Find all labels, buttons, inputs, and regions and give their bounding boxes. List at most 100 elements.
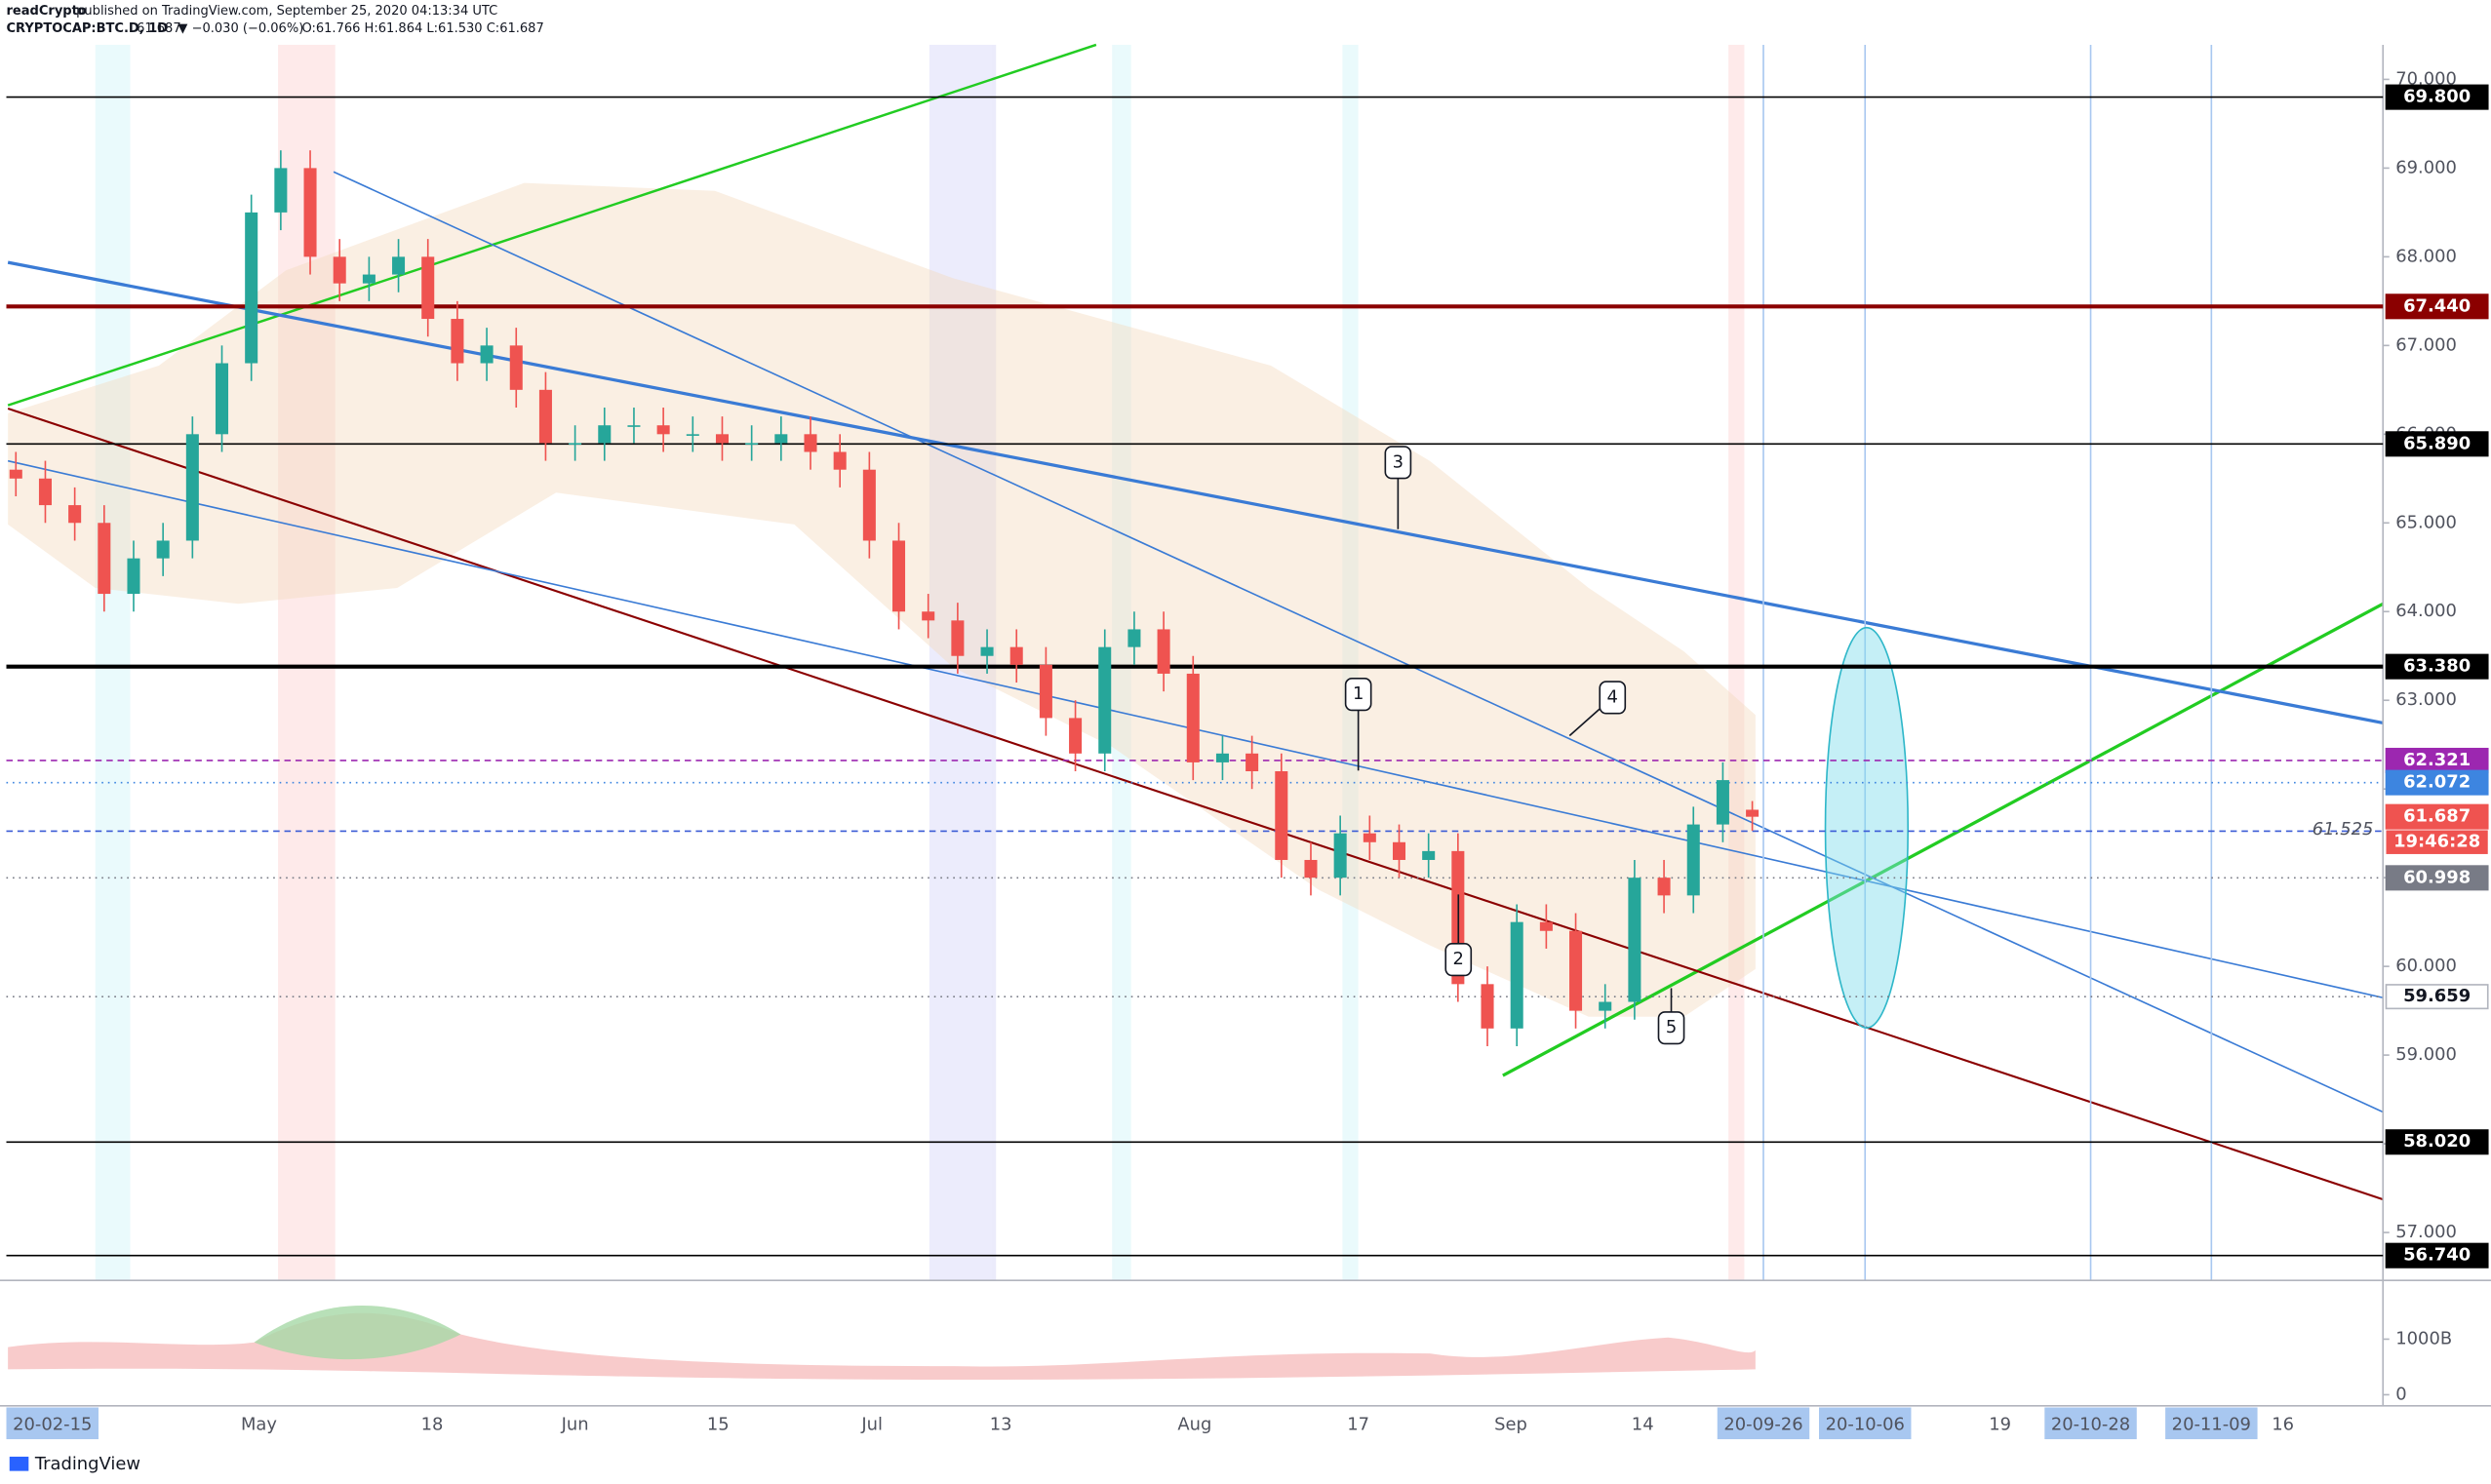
candle-body — [1215, 753, 1229, 762]
y-tick-label: 59.000 — [2395, 1044, 2457, 1065]
x-tick-label: 17 — [1347, 1414, 1369, 1434]
trendlines — [7, 43, 2385, 1281]
x-tick-label: 19 — [1989, 1414, 2011, 1434]
candle-body — [362, 274, 376, 284]
level-box — [2385, 1242, 2489, 1269]
countdown-box — [2386, 830, 2488, 854]
x-label-box — [1717, 1407, 1810, 1440]
candle-body — [538, 389, 552, 444]
candle-body — [745, 443, 759, 446]
y-tick-label: 60.000 — [2395, 956, 2457, 976]
candle-body — [1098, 646, 1112, 754]
x-label-box — [2044, 1407, 2137, 1440]
candle-body — [862, 469, 876, 541]
candle-body — [1539, 921, 1553, 931]
candle-body — [421, 256, 435, 320]
level-box — [2385, 653, 2489, 680]
x-tick-label: Aug — [1177, 1414, 1211, 1434]
trendline — [333, 171, 2384, 1113]
y-tick-label: 65.000 — [2395, 512, 2457, 532]
volume-tick-label: 1000B — [2395, 1328, 2452, 1348]
y-tick-label: 57.000 — [2395, 1222, 2457, 1242]
band — [95, 44, 131, 1281]
level-label: 62.072 — [2403, 772, 2471, 793]
callout-box — [1599, 681, 1627, 715]
candle-body — [922, 611, 935, 621]
x-tick-label: 20-10-28 — [2051, 1414, 2130, 1434]
candle-body — [1686, 824, 1700, 896]
candle-body — [98, 523, 111, 595]
y-tick-label: 67.000 — [2395, 334, 2457, 355]
callout-box — [1657, 1011, 1685, 1045]
candle-body — [1246, 753, 1259, 771]
candle-body — [1657, 878, 1671, 896]
band — [929, 44, 997, 1281]
candle-body — [1304, 859, 1318, 879]
candle-body — [127, 558, 140, 595]
y-tick-label: 68.000 — [2395, 246, 2457, 266]
symbol: CRYPTOCAP:BTC.D, 1D — [7, 21, 169, 36]
footer-brand: TradingView — [34, 1454, 140, 1474]
volume-tick-label: 0 — [2395, 1384, 2406, 1404]
candle-body — [451, 319, 464, 364]
candle-body — [303, 168, 317, 257]
candle-body — [951, 620, 965, 656]
x-tick-label: 18 — [421, 1414, 444, 1434]
target-ellipse — [1824, 626, 1910, 1030]
last-price: 61.687 — [137, 21, 181, 36]
candle-body — [509, 345, 523, 390]
candle-body — [715, 434, 729, 444]
level-label: 65.890 — [2403, 433, 2471, 453]
x-tick-label: 13 — [990, 1414, 1012, 1434]
candle-body — [804, 434, 817, 452]
brand-icon — [9, 1456, 29, 1471]
candle-body — [156, 540, 170, 559]
candle-body — [833, 451, 847, 470]
candle-body — [185, 434, 199, 541]
level-box — [2385, 84, 2489, 110]
callout-label: 3 — [1393, 451, 1404, 472]
level-label: 63.380 — [2403, 656, 2471, 677]
candle-body — [686, 434, 699, 436]
trendline — [7, 43, 1097, 407]
price-note: 61.525 — [2313, 819, 2374, 840]
level-box — [2385, 984, 2489, 1010]
candle-body — [598, 425, 612, 444]
x-tick-label: Jun — [561, 1414, 589, 1434]
level-label: 61.687 — [2403, 806, 2471, 827]
ohlc: O:61.766 H:61.864 L:61.530 C:61.687 — [301, 21, 543, 36]
candle-body — [1127, 629, 1141, 647]
candle-body — [1510, 921, 1523, 1029]
callout-box — [1384, 446, 1412, 480]
x-label-box — [1819, 1407, 1912, 1440]
band — [1342, 44, 1359, 1281]
candle-body — [333, 256, 346, 284]
candle-body — [656, 425, 670, 435]
candle-body — [1422, 850, 1436, 860]
callout-label: 1 — [1353, 683, 1364, 704]
x-label-box — [2165, 1407, 2258, 1440]
candle-body — [9, 469, 22, 479]
x-tick-label: 16 — [2272, 1414, 2294, 1434]
x-tick-label: 20-02-15 — [13, 1414, 92, 1434]
level-box — [2385, 1129, 2489, 1155]
volume-area-green — [254, 1305, 461, 1360]
level-label: 60.998 — [2403, 867, 2471, 887]
x-tick-label: 20-09-26 — [1723, 1414, 1802, 1434]
x-tick-label: 15 — [707, 1414, 730, 1434]
candle-body — [1392, 841, 1406, 860]
level-label: 69.800 — [2403, 87, 2471, 107]
candle-body — [1481, 984, 1494, 1029]
candle-body — [774, 434, 788, 444]
candle-body — [980, 646, 994, 656]
callout-label: 5 — [1666, 1017, 1677, 1037]
level-box — [2385, 865, 2489, 891]
trendline — [1502, 602, 2385, 1077]
x-tick-label: 20-10-06 — [1826, 1414, 1905, 1434]
candle-body — [1333, 833, 1347, 879]
cloud — [8, 182, 1756, 1017]
level-label: 59.659 — [2403, 986, 2471, 1006]
trendline — [7, 260, 2384, 725]
x-tick-label: Sep — [1494, 1414, 1527, 1434]
